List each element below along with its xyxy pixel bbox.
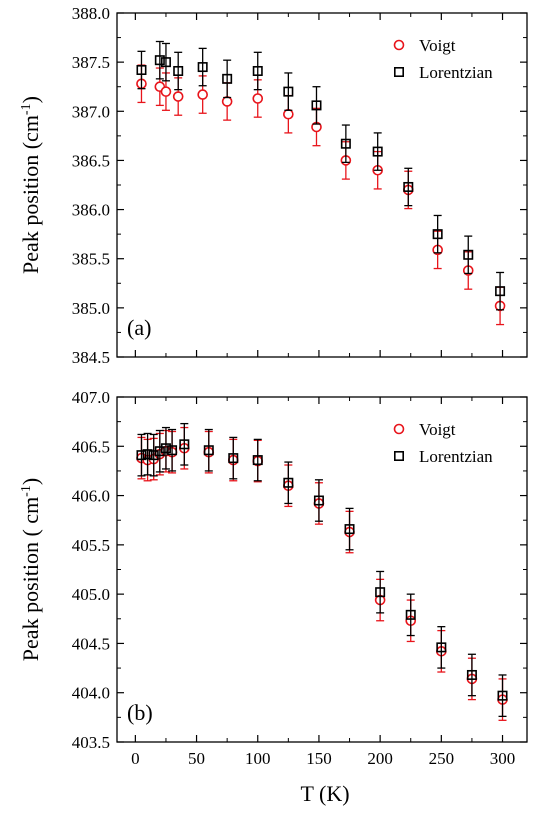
y-tick-label: 404.5 bbox=[72, 634, 110, 653]
data-point bbox=[252, 93, 264, 104]
legend-marker bbox=[393, 450, 404, 461]
legend-marker bbox=[393, 39, 405, 51]
y-tick-label: 405.0 bbox=[72, 585, 110, 604]
data-point bbox=[160, 443, 171, 454]
y-tick-label: 405.5 bbox=[72, 536, 110, 555]
data-point bbox=[221, 96, 233, 107]
data-point bbox=[252, 455, 263, 466]
data-point bbox=[432, 229, 443, 240]
y-axis-label-exponent: -1 bbox=[19, 485, 34, 497]
data-point bbox=[203, 445, 214, 456]
panel-a: 384.5 385.0 385.5 386.0 386.5 387.0 387.5 388.0… bbox=[18, 4, 528, 367]
legend-label: Lorentzian bbox=[419, 63, 493, 82]
x-tick-label: 250 bbox=[429, 749, 455, 768]
data-point bbox=[283, 108, 294, 120]
data-point bbox=[136, 65, 147, 76]
y-tick-label: 386.0 bbox=[72, 201, 110, 220]
x-tick-label: 0 bbox=[131, 749, 140, 768]
data-point bbox=[172, 91, 184, 102]
data-point bbox=[436, 642, 447, 653]
y-tick-label: 406.0 bbox=[72, 487, 110, 506]
data-point bbox=[154, 446, 165, 457]
x-tick-label: 100 bbox=[245, 749, 271, 768]
y-tick-label: 385.5 bbox=[72, 250, 110, 269]
y-axis-label: Peak position (cm-1) bbox=[18, 96, 43, 274]
y-tick-label: 385.0 bbox=[72, 299, 110, 318]
series-voigt bbox=[136, 426, 508, 721]
y-axis-label-close: ) bbox=[18, 96, 43, 103]
legend-marker bbox=[393, 423, 405, 435]
series-lorentzian bbox=[136, 40, 506, 311]
y-tick-label: 384.5 bbox=[72, 348, 110, 367]
y-tick-label: 403.5 bbox=[72, 733, 110, 752]
y-axis-label-exponent: -1 bbox=[19, 103, 34, 115]
data-point bbox=[405, 609, 416, 620]
panel-b: 0 50 100 150 200 250 300 403.5 404.0 404.5 405.0 40… bbox=[18, 388, 528, 768]
data-point bbox=[197, 62, 208, 73]
data-point bbox=[173, 65, 184, 76]
data-point bbox=[179, 439, 190, 450]
panel-label: (b) bbox=[127, 700, 153, 725]
data-point bbox=[344, 524, 355, 535]
y-axis-label-main: Peak position ( cm bbox=[18, 497, 43, 661]
series-lorentzian bbox=[136, 422, 508, 718]
legend-label: Lorentzian bbox=[419, 447, 493, 466]
y-tick-label: 407.0 bbox=[72, 388, 110, 407]
data-point bbox=[283, 86, 294, 97]
x-tick-label: 200 bbox=[367, 749, 393, 768]
legend-marker bbox=[393, 67, 404, 78]
data-point bbox=[311, 100, 322, 111]
y-tick-label: 404.0 bbox=[72, 684, 110, 703]
data-point bbox=[495, 286, 506, 297]
y-tick-label: 387.5 bbox=[72, 53, 110, 72]
x-tick-label: 150 bbox=[306, 749, 332, 768]
y-tick-label: 406.5 bbox=[72, 437, 110, 456]
data-point bbox=[372, 146, 383, 157]
y-tick-label: 387.0 bbox=[72, 102, 110, 121]
data-point bbox=[160, 86, 172, 97]
data-point bbox=[466, 669, 477, 680]
data-point bbox=[463, 249, 474, 260]
data-point bbox=[283, 477, 294, 488]
panel-label: (a) bbox=[127, 315, 151, 340]
y-axis-label-main: Peak position (cm bbox=[18, 115, 43, 274]
y-tick-label: 388.0 bbox=[72, 4, 110, 23]
data-point bbox=[142, 449, 153, 460]
data-point bbox=[136, 450, 147, 461]
data-point bbox=[154, 55, 165, 66]
data-point bbox=[252, 65, 263, 76]
data-point bbox=[313, 495, 324, 506]
x-tick-label: 50 bbox=[188, 749, 205, 768]
y-axis-label-close: ) bbox=[18, 478, 43, 485]
data-point bbox=[222, 73, 233, 84]
x-axis-label: T (K) bbox=[300, 781, 349, 806]
y-tick-label: 386.5 bbox=[72, 151, 110, 170]
data-point bbox=[497, 690, 508, 701]
data-point bbox=[197, 89, 208, 100]
legend-label: Voigt bbox=[419, 420, 456, 439]
data-point bbox=[375, 587, 386, 598]
legend-label: Voigt bbox=[419, 36, 456, 55]
data-point bbox=[403, 181, 414, 192]
data-point bbox=[228, 453, 239, 464]
data-point bbox=[160, 57, 171, 68]
y-axis-label: Peak position ( cm-1) bbox=[18, 478, 43, 661]
x-tick-label: 300 bbox=[490, 749, 516, 768]
data-point bbox=[340, 138, 351, 149]
data-point bbox=[167, 445, 178, 456]
